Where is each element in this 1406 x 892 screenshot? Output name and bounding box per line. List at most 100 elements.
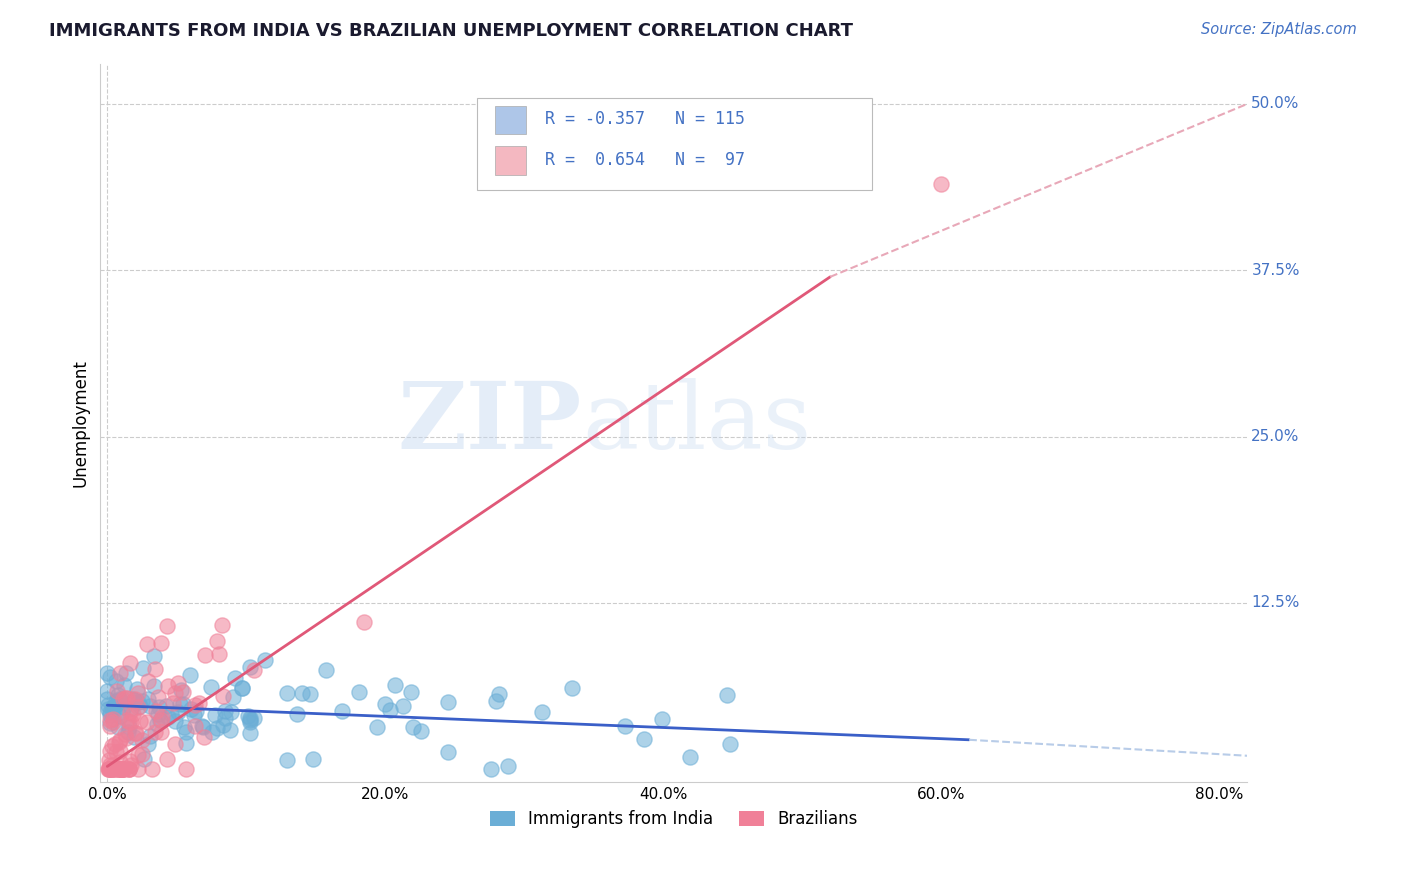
Point	[118, 755, 141, 769]
Point	[122, 730, 145, 744]
Point	[208, 647, 231, 661]
Point	[479, 762, 502, 776]
Point	[122, 707, 145, 722]
Point	[136, 715, 159, 730]
Point	[374, 697, 396, 711]
Point	[243, 711, 266, 725]
Point	[108, 692, 131, 706]
Point	[231, 681, 253, 695]
Point	[124, 726, 146, 740]
Point	[101, 715, 124, 730]
Point	[366, 720, 388, 734]
Point	[103, 700, 125, 714]
Point	[100, 762, 122, 776]
Point	[96, 684, 118, 698]
Point	[115, 690, 138, 705]
Point	[108, 762, 131, 776]
Point	[108, 762, 131, 776]
Point	[150, 725, 173, 739]
Point	[437, 745, 460, 759]
Point	[145, 705, 167, 719]
Point	[436, 695, 458, 709]
Text: ZIP: ZIP	[398, 378, 582, 468]
Point	[111, 762, 134, 776]
FancyBboxPatch shape	[495, 146, 526, 175]
Point	[214, 704, 236, 718]
Legend: Immigrants from India, Brazilians: Immigrants from India, Brazilians	[484, 804, 865, 835]
Point	[98, 744, 121, 758]
Point	[131, 694, 153, 708]
Point	[117, 713, 139, 727]
Point	[173, 698, 195, 712]
Point	[180, 701, 202, 715]
Point	[98, 719, 121, 733]
Point	[103, 762, 125, 776]
Point	[129, 698, 152, 713]
Point	[170, 682, 193, 697]
Point	[285, 707, 308, 722]
Text: atlas: atlas	[582, 378, 811, 468]
Point	[112, 762, 135, 776]
Point	[112, 678, 135, 692]
Point	[103, 762, 125, 776]
Point	[120, 758, 142, 772]
Point	[111, 762, 134, 776]
Point	[238, 709, 260, 723]
Point	[103, 704, 125, 718]
Point	[349, 685, 371, 699]
Text: 25.0%: 25.0%	[1251, 429, 1299, 444]
Point	[118, 762, 141, 776]
Point	[167, 705, 190, 719]
Point	[98, 705, 121, 719]
Point	[614, 718, 637, 732]
Point	[496, 759, 519, 773]
Point	[135, 637, 157, 651]
Point	[115, 731, 138, 746]
Point	[107, 688, 129, 702]
Point	[100, 762, 122, 776]
Point	[122, 692, 145, 706]
Point	[384, 678, 406, 692]
Point	[222, 690, 245, 705]
Point	[100, 762, 122, 776]
Point	[145, 662, 167, 676]
Y-axis label: Unemployment: Unemployment	[72, 359, 89, 487]
Point	[136, 673, 159, 688]
Point	[143, 649, 166, 664]
Point	[679, 750, 702, 764]
Point	[276, 686, 298, 700]
Point	[488, 687, 510, 701]
Point	[118, 762, 141, 776]
Point	[184, 718, 207, 732]
Point	[239, 659, 262, 673]
Point	[290, 686, 312, 700]
Point	[108, 744, 131, 758]
Point	[108, 733, 131, 747]
Point	[107, 762, 129, 776]
Point	[174, 724, 197, 739]
Point	[165, 686, 187, 700]
Point	[159, 706, 181, 721]
Point	[194, 648, 217, 663]
Point	[716, 689, 738, 703]
Point	[108, 755, 131, 769]
Text: 12.5%: 12.5%	[1251, 595, 1299, 610]
Point	[173, 720, 195, 734]
Point	[97, 702, 120, 716]
Point	[98, 762, 121, 776]
Point	[132, 660, 155, 674]
Point	[139, 699, 162, 714]
Point	[148, 690, 170, 704]
Point	[179, 668, 201, 682]
Point	[108, 762, 131, 776]
Point	[224, 671, 246, 685]
Point	[201, 725, 224, 739]
Point	[97, 698, 120, 713]
Point	[118, 762, 141, 776]
Point	[149, 713, 172, 727]
Point	[120, 701, 142, 715]
Point	[98, 713, 121, 727]
Point	[132, 752, 155, 766]
Point	[111, 762, 134, 776]
Point	[212, 689, 235, 703]
